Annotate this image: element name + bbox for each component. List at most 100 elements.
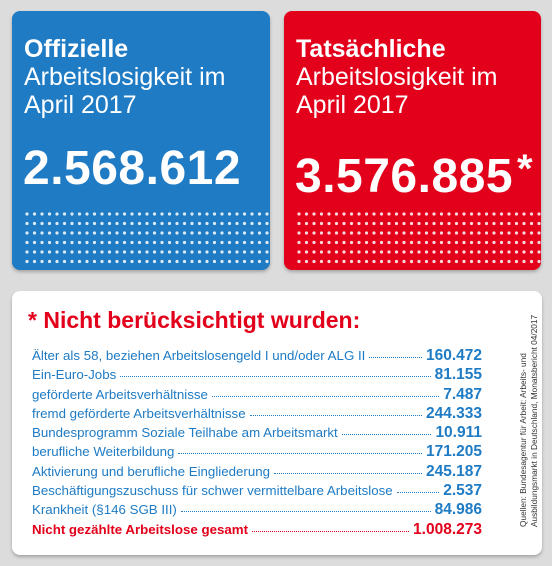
dot [40, 240, 44, 245]
dot [205, 250, 209, 254]
dot [220, 240, 224, 245]
dot [349, 231, 354, 235]
dotted-leader [252, 530, 410, 532]
dot [312, 231, 316, 235]
dot [182, 259, 187, 264]
dot [417, 212, 421, 216]
dot [439, 250, 444, 254]
dot [394, 221, 399, 226]
dot [122, 212, 127, 216]
official-unemployment-card: Offizielle Arbeitslosigkeit im April 201… [12, 11, 270, 270]
dot [212, 212, 217, 216]
dot [357, 250, 361, 254]
dot [235, 231, 239, 235]
dot [32, 250, 37, 254]
dot [477, 259, 481, 264]
dot [402, 231, 406, 235]
row-label: Aktivierung und berufliche Eingliederung [32, 463, 271, 479]
dot [227, 250, 232, 254]
dot [484, 240, 489, 245]
row-label: Beschäftigungszuschuss für schwer vermit… [32, 483, 393, 499]
dot [394, 259, 399, 264]
dotted-leader [274, 472, 422, 474]
dot [372, 259, 376, 264]
dot [499, 212, 504, 216]
dot [77, 240, 82, 245]
dot [537, 212, 541, 216]
row-value: 245.187 [425, 462, 482, 480]
list-item: berufliche Weiterbildung 171.205 [32, 443, 482, 462]
dot [297, 240, 301, 245]
dot [312, 250, 316, 254]
dot [529, 250, 534, 254]
row-label: Älter als 58, beziehen Arbeitslosengeld … [32, 348, 366, 363]
dot [432, 250, 436, 254]
dot [77, 231, 82, 235]
dot [167, 231, 172, 235]
dot [122, 240, 127, 245]
dot [409, 231, 414, 235]
official-heading: Offizielle Arbeitslosigkeit im April 201… [24, 35, 262, 119]
dot [499, 259, 504, 264]
dot [537, 250, 541, 254]
dot [417, 221, 421, 226]
dot [402, 212, 406, 216]
dot [160, 221, 164, 226]
dot [319, 250, 324, 254]
dot [137, 231, 142, 235]
dot [372, 212, 376, 216]
dot [190, 259, 194, 264]
dot [265, 250, 269, 254]
dot [514, 221, 519, 226]
dot [227, 231, 232, 235]
dot [220, 221, 224, 226]
dot [77, 259, 82, 264]
row-label: fremd geförderte Arbeitsverhältnisse [32, 405, 246, 421]
dot [197, 250, 202, 254]
row-label: geförderte Arbeitsverhältnisse [32, 386, 208, 402]
dot [250, 231, 254, 235]
row-value: 2.537 [443, 482, 482, 500]
dot [462, 250, 466, 254]
dot [304, 221, 309, 226]
dotted-leader [341, 433, 432, 436]
dot [424, 221, 429, 226]
dot [197, 231, 202, 235]
dot [499, 250, 504, 254]
dot [70, 259, 74, 264]
dot [364, 221, 369, 226]
dot [160, 212, 164, 216]
dot [319, 212, 324, 216]
dot [40, 221, 44, 226]
dot [32, 240, 37, 245]
dot [40, 231, 44, 235]
dot [522, 250, 526, 254]
dot [312, 212, 316, 216]
dot [327, 231, 331, 235]
dot [190, 250, 194, 254]
dot [447, 212, 451, 216]
dot [514, 250, 519, 254]
dot [522, 231, 526, 235]
dot [432, 212, 436, 216]
dot [477, 221, 481, 226]
dot [107, 250, 112, 254]
source-note: Quellen: Bundesagentur für Arbeit: Arbei… [518, 307, 539, 527]
dot [349, 250, 354, 254]
dot [227, 221, 232, 226]
dot [387, 259, 391, 264]
dot [432, 240, 436, 245]
actual-value-wrapper: 3.576.885 * [295, 143, 533, 203]
dot [372, 240, 376, 245]
dot [507, 212, 511, 216]
dot [357, 240, 361, 245]
dot [107, 212, 112, 216]
dot [364, 250, 369, 254]
dot [379, 212, 384, 216]
dot [122, 250, 127, 254]
dot [197, 259, 202, 264]
dot [454, 259, 459, 264]
dot [417, 250, 421, 254]
dot [212, 250, 217, 254]
dot [25, 212, 29, 216]
